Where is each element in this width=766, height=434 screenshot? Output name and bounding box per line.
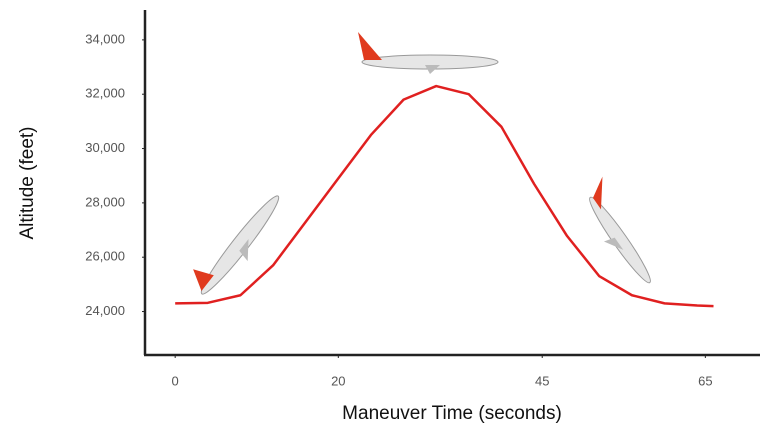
airplane-descent: [573, 177, 668, 291]
airplane-top: [358, 32, 498, 74]
altitude-line: [175, 86, 713, 306]
x-axis-title: Maneuver Time (seconds): [342, 403, 562, 424]
y-tick-label: 28,000: [85, 194, 125, 209]
y-tick-label: 30,000: [85, 140, 125, 155]
y-tick-label: 34,000: [85, 31, 125, 46]
y-tick-label: 24,000: [85, 303, 125, 318]
x-tick-label: 45: [535, 373, 549, 388]
y-axis-title: Altitude (feet): [17, 127, 38, 240]
x-tick-label: 20: [331, 373, 345, 388]
y-tick-label: 32,000: [85, 86, 125, 101]
x-tick-label: 65: [698, 373, 712, 388]
x-tick-label: 0: [172, 373, 179, 388]
chart: Maneuver Time (seconds) Altitude (feet) …: [0, 0, 766, 434]
y-tick-label: 26,000: [85, 249, 125, 264]
airplane-climb: [184, 183, 290, 304]
